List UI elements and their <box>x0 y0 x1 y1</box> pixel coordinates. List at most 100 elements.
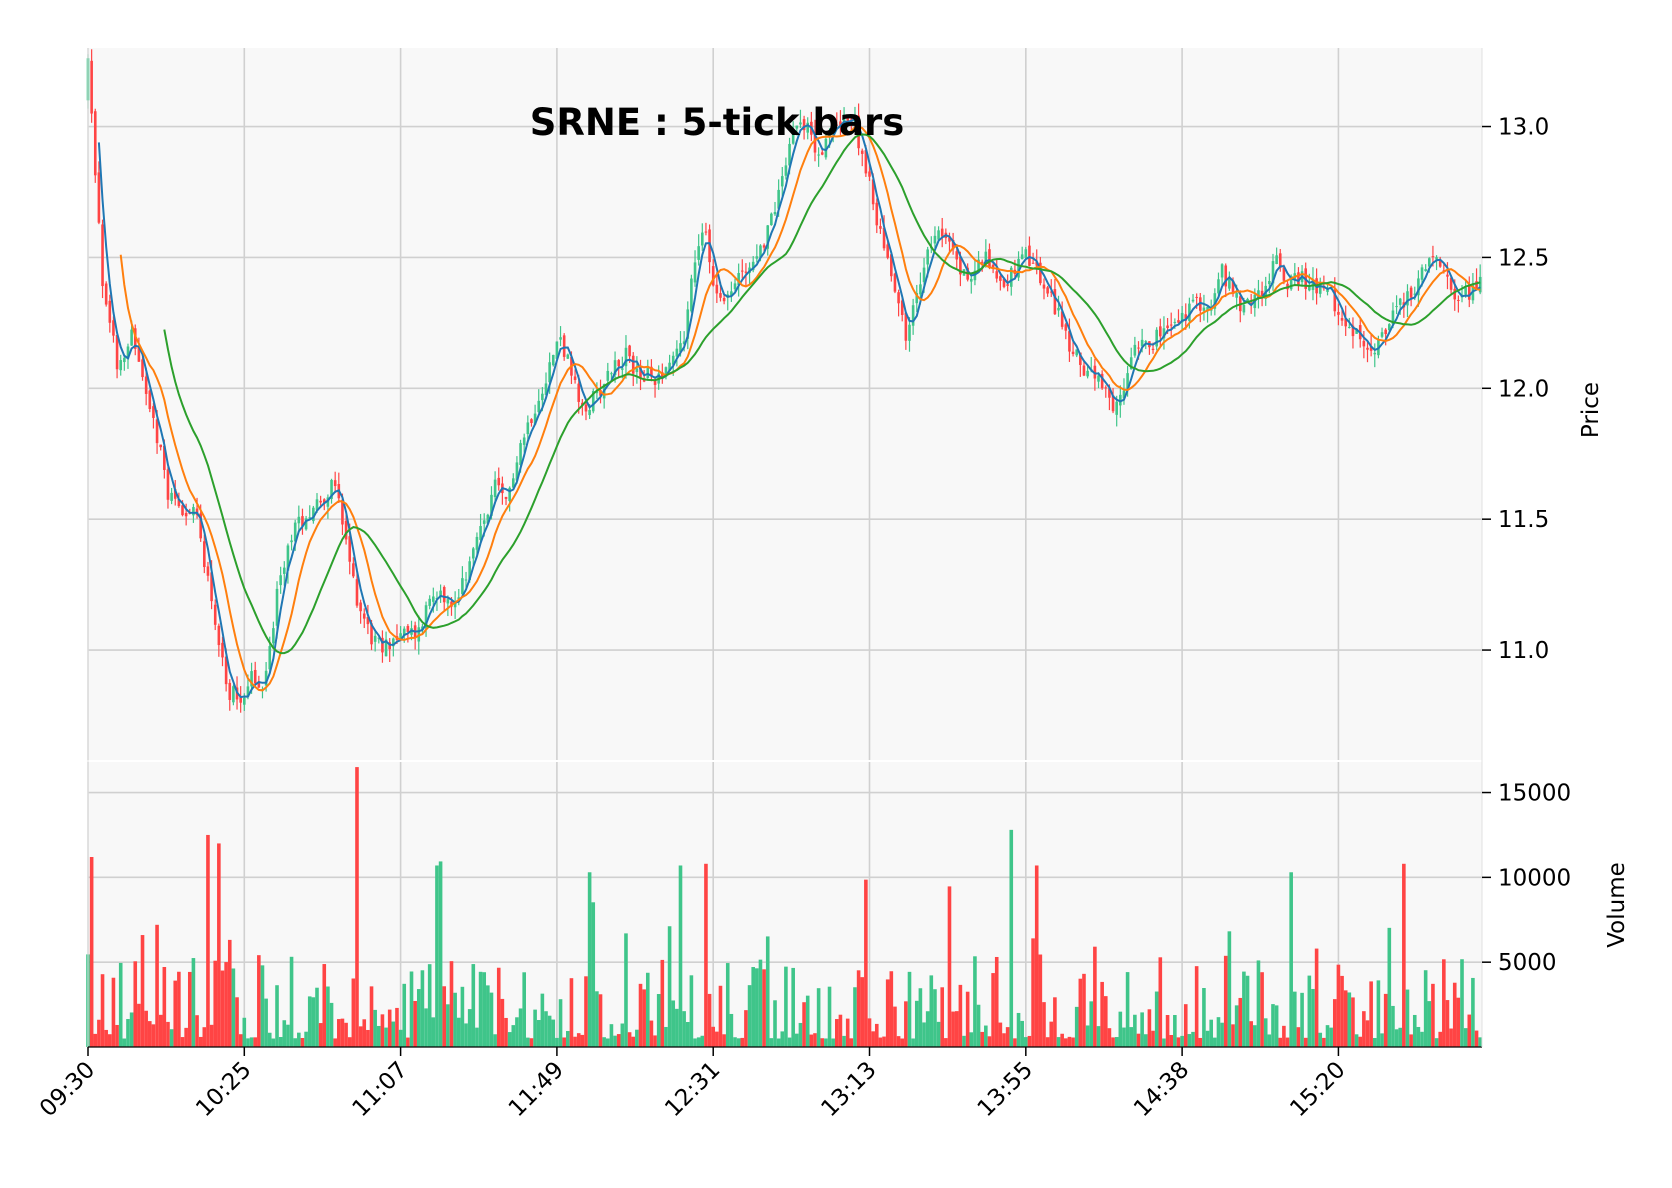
volume-bar <box>1020 1020 1024 1047</box>
candle-body <box>682 341 686 345</box>
volume-bar <box>1409 1034 1413 1047</box>
candle-body <box>1275 255 1278 265</box>
volume-bar <box>671 1000 676 1047</box>
volume-bar <box>1311 988 1315 1047</box>
candle-body <box>1020 254 1024 260</box>
candle-body <box>566 354 570 359</box>
candle-body <box>432 596 435 602</box>
volume-bar <box>126 1019 130 1047</box>
volume-bar <box>871 1031 875 1047</box>
candle-body <box>1122 390 1126 399</box>
candle-body <box>562 335 566 357</box>
volume-bar <box>569 978 574 1047</box>
candle-body <box>868 171 871 177</box>
volume-bar <box>867 1018 872 1047</box>
candle-body <box>770 213 773 226</box>
volume-bar <box>220 970 225 1047</box>
candle-body <box>301 516 304 527</box>
volume-bar <box>962 1035 966 1047</box>
candle-body <box>795 125 799 129</box>
volume-bar <box>784 966 788 1047</box>
volume-bar <box>464 1023 468 1047</box>
volume-bar <box>540 993 545 1047</box>
candle-body <box>1384 329 1387 335</box>
volume-bar <box>1449 1028 1453 1047</box>
volume-bar <box>1234 1005 1239 1047</box>
volume-bar <box>914 1000 919 1047</box>
volume-bar <box>1467 1014 1472 1047</box>
volume-bar <box>384 1027 388 1047</box>
candle-body <box>1391 310 1395 325</box>
volume-bar <box>529 1038 534 1047</box>
volume-bar <box>1093 946 1097 1047</box>
volume-bar <box>482 972 487 1047</box>
volume-bar <box>1260 972 1264 1047</box>
candle-body <box>1042 284 1046 289</box>
volume-bar <box>645 972 650 1047</box>
candle-body <box>97 172 101 223</box>
candle-body <box>1166 325 1169 329</box>
candle-body <box>511 478 515 488</box>
volume-bar <box>311 997 316 1047</box>
volume-bar <box>933 989 937 1047</box>
volume-bar <box>1191 1031 1195 1047</box>
candle-body <box>1177 320 1180 323</box>
volume-bar <box>1154 991 1159 1047</box>
candle-body <box>1366 347 1369 350</box>
candle-body <box>548 362 551 383</box>
candle-body <box>1028 245 1031 266</box>
candle-body <box>362 613 366 619</box>
volume-bar <box>431 1017 436 1047</box>
volume-bar <box>1329 1027 1333 1047</box>
volume-bar <box>122 1038 127 1047</box>
volume-bar <box>816 988 821 1047</box>
volume-bar <box>773 1000 777 1047</box>
volume-bar <box>718 985 723 1047</box>
candle-body <box>533 413 537 425</box>
candle-body <box>1228 279 1231 289</box>
candle-body <box>664 367 668 377</box>
candle-body <box>890 254 893 277</box>
volume-bar <box>649 1020 654 1047</box>
candle-body <box>181 505 184 516</box>
volume-bar <box>1434 1038 1439 1047</box>
volume-bar <box>635 1029 639 1047</box>
candle-body <box>926 249 929 265</box>
candle-body <box>446 599 450 604</box>
candle-body <box>860 150 864 154</box>
candle-body <box>123 357 126 363</box>
volume-bar <box>1398 1027 1403 1047</box>
candle-body <box>373 635 377 642</box>
volume-bar <box>1387 927 1392 1047</box>
volume-bar <box>409 971 414 1047</box>
candle-body <box>224 656 228 685</box>
volume-bar <box>725 963 730 1047</box>
volume-bar <box>1176 1037 1181 1047</box>
volume-bar <box>751 967 755 1047</box>
volume-bar <box>936 1021 941 1047</box>
candle-body <box>919 284 922 295</box>
candle-body <box>1017 258 1020 278</box>
volume-bar <box>518 1008 523 1047</box>
candle-body <box>1035 261 1039 266</box>
candle-body <box>882 227 886 249</box>
candle-body <box>1388 324 1391 331</box>
volume-bar <box>693 1038 697 1047</box>
volume-bar <box>515 1017 519 1047</box>
volume-bar <box>700 1035 705 1047</box>
candle-body <box>751 261 755 271</box>
volume-bar <box>180 1037 185 1047</box>
candle-body <box>108 300 112 323</box>
volume-bar <box>747 985 752 1047</box>
candle-body <box>439 590 442 597</box>
candle-body <box>493 479 497 498</box>
candle-body <box>875 202 879 226</box>
candle-body <box>613 360 617 375</box>
volume-bar <box>224 962 228 1047</box>
candle-body <box>228 682 232 700</box>
candle-body <box>282 567 286 574</box>
candle-body <box>951 239 955 250</box>
volume-bar <box>191 958 196 1047</box>
candle-body <box>1348 326 1351 328</box>
candle-body <box>166 469 170 500</box>
